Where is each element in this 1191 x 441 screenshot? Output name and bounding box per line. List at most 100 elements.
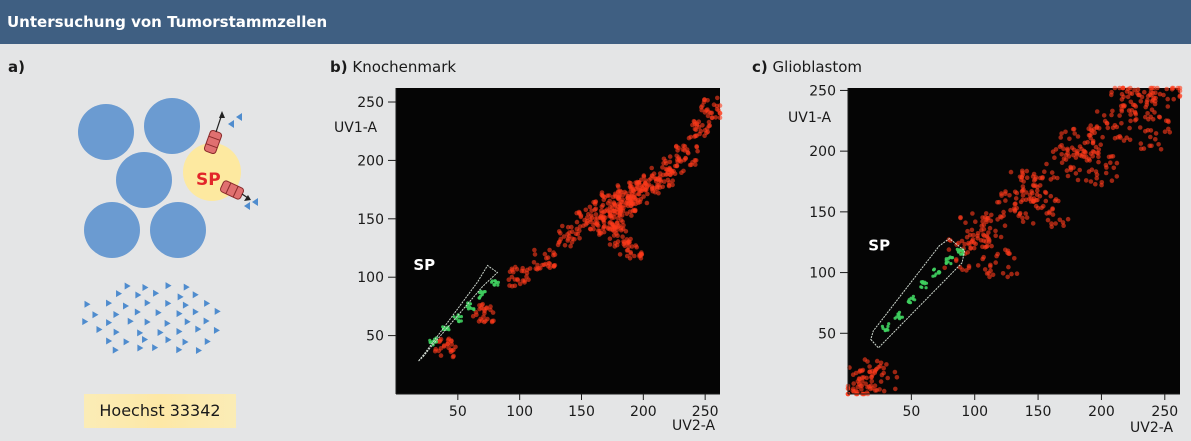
data-point [477, 306, 482, 312]
data-point [981, 238, 986, 243]
data-point [610, 221, 615, 227]
dye-molecule-icon [96, 326, 103, 334]
dye-molecule-icon [142, 335, 149, 343]
data-point [1029, 189, 1034, 194]
data-point [1035, 188, 1040, 193]
data-point [1117, 113, 1122, 118]
data-point [1171, 96, 1176, 102]
data-point [975, 231, 981, 236]
data-point [520, 278, 526, 283]
data-point [1119, 97, 1125, 102]
data-point [1042, 169, 1047, 174]
data-point [713, 115, 718, 120]
data-point [1103, 162, 1109, 168]
data-point [1065, 216, 1071, 222]
data-point [1109, 178, 1115, 183]
data-point [619, 189, 624, 195]
data-point [867, 369, 872, 375]
cell-5 [150, 202, 206, 258]
data-point [1014, 190, 1020, 196]
data-point [1151, 95, 1157, 101]
data-point [1009, 271, 1014, 277]
data-point [1158, 147, 1164, 152]
data-point [1030, 221, 1036, 226]
data-point [694, 144, 699, 149]
data-point [641, 174, 647, 179]
data-point [998, 234, 1004, 240]
dye-molecule-icon [137, 329, 144, 337]
data-point [511, 269, 516, 275]
data-point [1005, 274, 1010, 280]
data-point [1012, 201, 1018, 207]
data-point [1108, 160, 1113, 165]
data-point [982, 215, 988, 220]
data-point [693, 158, 699, 163]
data-point [1089, 128, 1095, 133]
data-point [601, 214, 606, 220]
data-point [601, 226, 606, 231]
data-point [999, 191, 1004, 196]
data-point [879, 372, 885, 378]
data-point [687, 162, 693, 168]
data-point [1098, 142, 1103, 147]
data-point [686, 150, 691, 156]
transporter-pump-icon [203, 129, 223, 155]
data-point [1055, 175, 1060, 181]
data-point [1014, 271, 1020, 276]
data-point [535, 262, 540, 268]
data-point [632, 208, 638, 214]
data-point [999, 215, 1004, 220]
dye-molecule-icon [152, 344, 159, 352]
data-point [602, 208, 608, 214]
data-point [607, 242, 613, 247]
data-point [1033, 183, 1038, 188]
data-point [881, 365, 886, 371]
data-point [1058, 135, 1063, 140]
data-point [1024, 215, 1030, 220]
data-point [433, 346, 438, 352]
data-point [624, 248, 630, 253]
x-tick-label: 250 [692, 404, 719, 420]
sp-data-point [493, 279, 497, 283]
data-point [445, 341, 451, 347]
data-point [967, 242, 972, 247]
data-point [704, 130, 709, 136]
data-point [984, 219, 989, 225]
data-point [615, 233, 620, 238]
sp-data-point [457, 319, 461, 323]
data-point [1138, 146, 1144, 152]
data-point [1094, 109, 1100, 114]
data-point [524, 274, 529, 279]
data-point [1162, 129, 1168, 134]
data-point [1105, 125, 1111, 131]
data-point [1153, 90, 1158, 95]
data-point [632, 253, 637, 259]
data-point [1049, 224, 1054, 230]
data-point [639, 250, 644, 255]
data-point [668, 172, 673, 177]
data-point [979, 223, 984, 229]
data-point [1023, 197, 1029, 203]
dye-molecule-icon [113, 311, 120, 319]
sp-data-point [880, 324, 884, 328]
data-point [451, 353, 456, 359]
data-point [1063, 129, 1068, 135]
data-point [1048, 177, 1054, 182]
data-point [1020, 219, 1026, 225]
dye-molecule-icon [164, 319, 171, 327]
data-point [1101, 113, 1107, 118]
data-point [506, 277, 512, 282]
data-point [488, 304, 493, 309]
data-point [1121, 138, 1127, 143]
data-point [1065, 151, 1070, 156]
data-point [1109, 92, 1114, 98]
panel-b-chart: SP 50 100 150 200 250 50 100 150 200 250 [357, 88, 723, 420]
data-point [894, 375, 900, 380]
data-point [867, 364, 872, 369]
y-tick-label: 100 [809, 266, 836, 282]
data-point [1156, 142, 1161, 147]
data-point [574, 226, 580, 232]
data-point [995, 217, 1000, 222]
data-point [538, 266, 543, 271]
data-point [1103, 170, 1109, 176]
